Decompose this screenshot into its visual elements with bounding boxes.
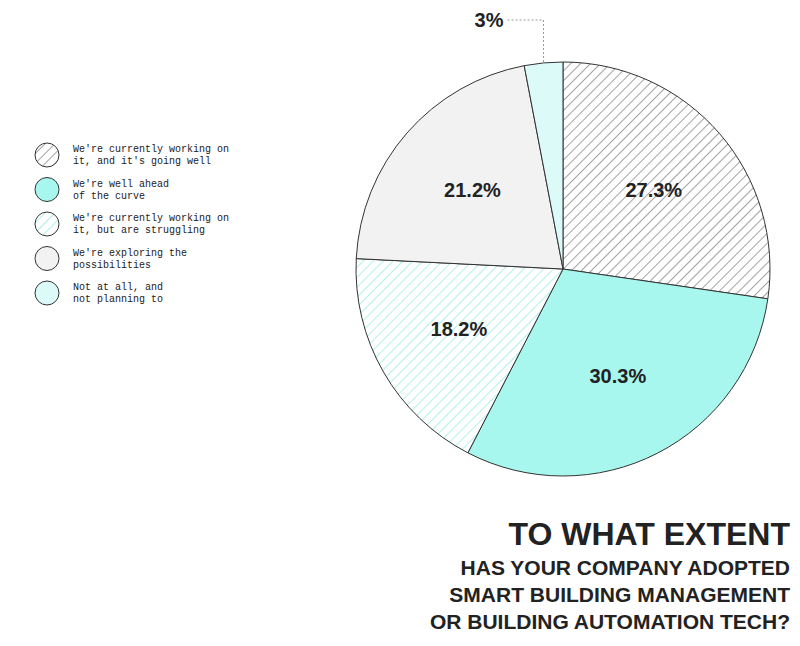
svg-text:3%: 3%	[475, 9, 504, 31]
svg-text:We're exploring thepossibiliti: We're exploring thepossibilities	[73, 248, 187, 271]
svg-text:TO WHAT EXTENT: TO WHAT EXTENT	[509, 516, 791, 552]
svg-text:Not at all, andnot planning to: Not at all, andnot planning to	[73, 282, 163, 305]
svg-text:27.3%: 27.3%	[625, 179, 682, 201]
svg-text:We're currently working onit,: We're currently working onit, and it's g…	[73, 144, 229, 167]
svg-text:OR BUILDING AUTOMATION TECH?: OR BUILDING AUTOMATION TECH?	[430, 610, 790, 633]
svg-text:We're well aheadof the curve: We're well aheadof the curve	[73, 179, 169, 202]
svg-text:21.2%: 21.2%	[444, 179, 501, 201]
svg-text:30.3%: 30.3%	[589, 365, 646, 387]
svg-text:SMART BUILDING MANAGEMENT: SMART BUILDING MANAGEMENT	[449, 583, 790, 606]
svg-text:We're currently working onit,: We're currently working onit, but are st…	[73, 213, 229, 236]
svg-text:HAS YOUR COMPANY ADOPTED: HAS YOUR COMPANY ADOPTED	[461, 556, 790, 579]
svg-text:18.2%: 18.2%	[431, 318, 488, 340]
